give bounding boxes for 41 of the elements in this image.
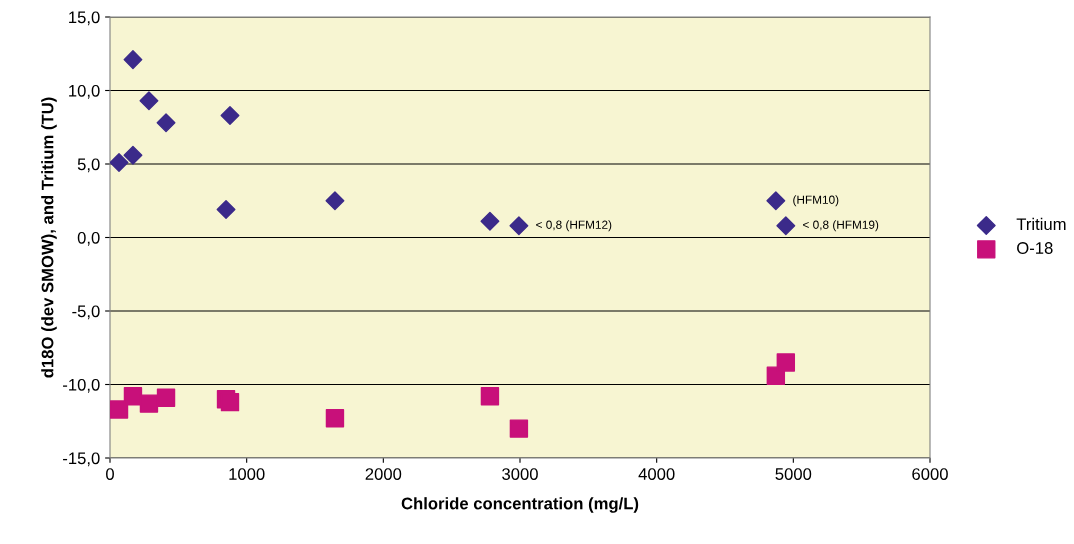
point <box>110 153 129 173</box>
point <box>776 353 796 372</box>
point <box>139 91 159 111</box>
y-tick-label: -15,0 <box>63 452 100 467</box>
y-tick-label: -5,0 <box>72 305 100 320</box>
point <box>123 50 143 70</box>
y-axis-title: d18O (dev SMOW), and Tritium (TU) <box>41 97 57 378</box>
point <box>110 400 129 419</box>
point <box>325 191 345 211</box>
point <box>480 211 500 231</box>
legend-label: O-18 <box>1017 242 1053 254</box>
point <box>509 419 529 438</box>
x-tick-label: 5000 <box>775 468 812 480</box>
point <box>123 387 143 406</box>
point <box>766 191 786 211</box>
legend-label: Tritium <box>1016 217 1066 231</box>
point <box>509 216 529 236</box>
point <box>480 387 500 406</box>
x-tick-label: 4000 <box>638 468 675 480</box>
point <box>220 106 240 125</box>
y-tick-label: 15,0 <box>69 11 100 26</box>
y-tick-label: -10,0 <box>63 378 100 393</box>
point <box>216 200 236 220</box>
x-tick-label: 0 <box>106 468 114 480</box>
annotation: < 0,8 (HFM12) <box>536 220 612 232</box>
point <box>123 145 143 165</box>
point <box>139 394 159 413</box>
x-axis-title: Chloride concentration (mg/L) <box>401 497 639 513</box>
y-tick-label: 0,0 <box>77 231 100 246</box>
x-tick-label: 6000 <box>912 468 948 480</box>
y-tick-label: 10,0 <box>69 84 100 99</box>
point <box>156 388 176 407</box>
x-tick-label: 3000 <box>502 468 538 480</box>
point <box>156 113 176 133</box>
point <box>325 409 345 428</box>
x-tick-label: 2000 <box>365 468 402 480</box>
annotation: (HFM10) <box>793 195 839 207</box>
point <box>776 216 796 236</box>
y-tick-label: 5,0 <box>77 158 100 173</box>
annotation: < 0,8 (HFM19) <box>803 220 879 232</box>
x-tick-label: 1000 <box>229 468 265 480</box>
